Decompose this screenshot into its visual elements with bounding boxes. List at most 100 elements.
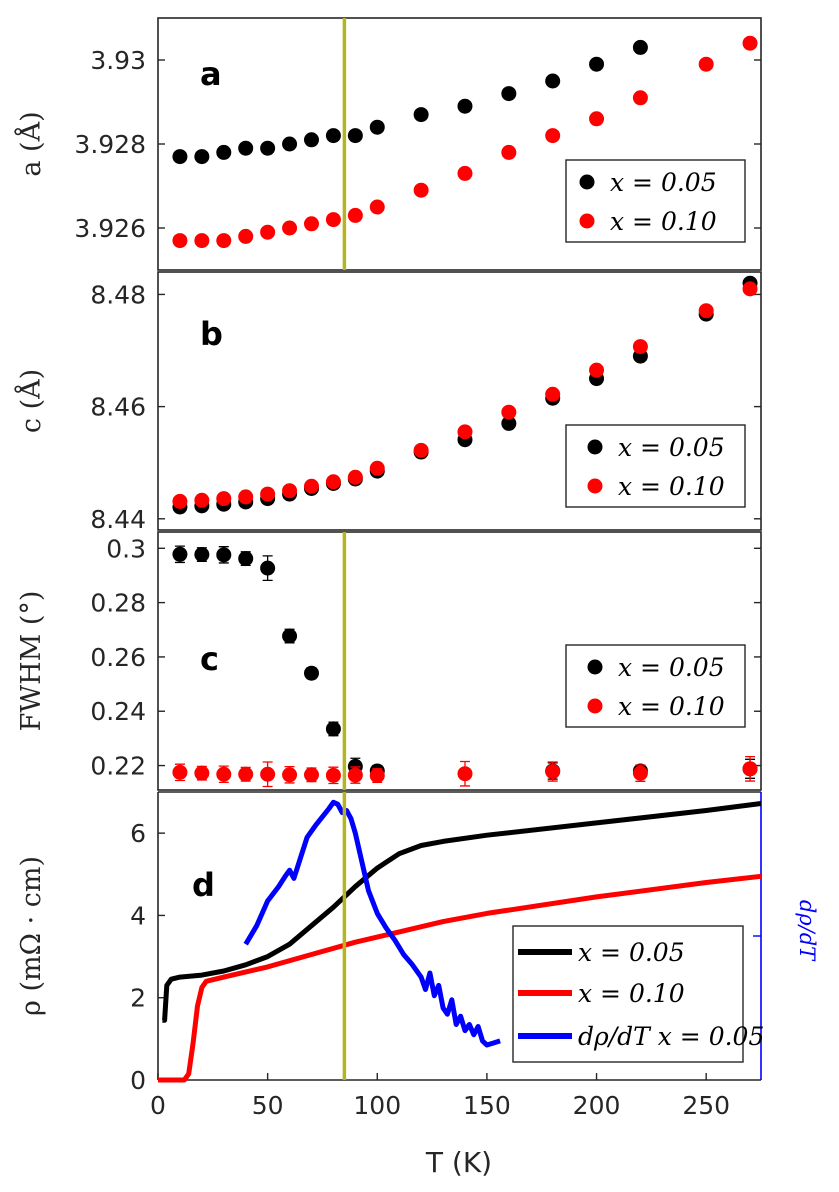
series-line-0 [162, 801, 762, 1023]
legend-d: x = 0.05 x = 0.10 dρ/dT x = 0.05 [512, 925, 764, 1063]
point-b-s0-12 [501, 415, 517, 431]
point-c-s1-8 [347, 767, 363, 783]
point-a-s1-1 [194, 233, 210, 249]
panel-a-ylabel: a (Å) [14, 111, 47, 176]
point-a-s0-14 [589, 56, 605, 72]
legend-c-marker-1 [587, 659, 603, 675]
point-b-s1-9 [369, 460, 385, 476]
point-a-s0-3 [238, 140, 254, 156]
point-a-s1-5 [282, 220, 298, 236]
panel-c: 0.22 0.24 0.26 0.28 0.3 c FWHM (°) x = 0.05 … [16, 531, 762, 791]
panel-a: 3.926 3.928 3.93 a a (Å) x = 0.05 x = 0.10 [14, 17, 762, 271]
point-a-s1-6 [303, 216, 319, 232]
point-a-s0-9 [369, 119, 385, 135]
legend-d-entry-1: x = 0.05 [578, 938, 685, 967]
panel-d-ylabel-right: dρ/dT [795, 900, 819, 962]
point-b-s1-13 [545, 386, 561, 402]
point-b-s1-5 [282, 483, 298, 499]
legend-c-marker-2 [587, 698, 603, 714]
point-b-s1-17 [742, 281, 758, 297]
panel-c-label: c [200, 640, 219, 678]
point-c-s1-1 [194, 765, 210, 781]
point-a-s0-7 [325, 128, 341, 144]
ytick-label-c-0: 0.22 [90, 752, 146, 781]
legend-a-entry-2: x = 0.10 [610, 207, 717, 236]
point-a-s1-7 [325, 212, 341, 228]
point-a-s0-13 [545, 73, 561, 89]
point-b-s1-10 [413, 442, 429, 458]
legend-a-marker-1 [579, 174, 595, 190]
panel-b-frame [157, 271, 762, 531]
point-c-s1-6 [303, 767, 319, 783]
ytick-label-c-2: 0.26 [90, 643, 146, 672]
point-c-s1-9 [369, 768, 385, 784]
ytick-label-a-1: 3.928 [74, 130, 146, 159]
ytick-label-d-2: 4 [130, 901, 146, 930]
point-a-s1-15 [632, 90, 648, 106]
point-a-s0-15 [632, 39, 648, 55]
legend-b: x = 0.05 x = 0.10 [565, 424, 746, 508]
point-a-s1-9 [369, 199, 385, 215]
legend-b-marker-2 [587, 478, 603, 494]
point-a-s1-10 [413, 182, 429, 198]
legend-c: x = 0.05 x = 0.10 [565, 644, 746, 728]
point-c-s1-11 [545, 764, 561, 780]
point-b-s1-6 [303, 478, 319, 494]
point-a-s0-11 [457, 98, 473, 114]
point-c-s1-2 [216, 766, 232, 782]
point-c-s1-0 [172, 764, 188, 780]
point-b-s1-11 [457, 424, 473, 440]
point-c-s0-5 [282, 628, 298, 644]
point-c-s1-4 [260, 766, 276, 782]
panel-d-xlabel: T (K) [425, 1146, 492, 1179]
point-c-s0-3 [238, 551, 254, 567]
point-a-s1-0 [172, 233, 188, 249]
point-c-s1-10 [457, 766, 473, 782]
series-line-2 [243, 799, 501, 1048]
legend-a-box [565, 159, 746, 243]
panel-a-label: a [200, 55, 222, 93]
ytick-label-b-2: 8.48 [90, 280, 146, 309]
point-b-s1-0 [172, 493, 188, 509]
point-a-s0-6 [303, 132, 319, 148]
legend-a-marker-2 [579, 213, 595, 229]
legend-b-entry-1: x = 0.05 [618, 433, 725, 462]
legend-b-marker-1 [587, 439, 603, 455]
panel-b: 8.44 8.46 8.48 b c (Å) x = 0.05 x = 0.10 [14, 271, 762, 534]
ytick-label-b-0: 8.44 [90, 505, 146, 534]
ytick-label-d-0: 0 [130, 1066, 146, 1095]
legend-d-entry-2: x = 0.10 [578, 979, 685, 1008]
point-b-s1-7 [325, 474, 341, 490]
point-b-s1-2 [216, 491, 232, 507]
point-b-s1-3 [238, 489, 254, 505]
point-c-s1-5 [282, 767, 298, 783]
panel-d: 0 2 4 6 0 50 100 150 200 250 d ρ (mΩ · cm) dρ/dT… [16, 791, 819, 1179]
point-a-s1-2 [216, 233, 232, 249]
ytick-label-a-0: 3.926 [74, 214, 146, 243]
point-b-s1-4 [260, 486, 276, 502]
xtick-label-1: 50 [252, 1091, 284, 1120]
ytick-label-d-1: 2 [130, 984, 146, 1013]
panel-d-ylabel: ρ (mΩ · cm) [16, 856, 47, 1016]
point-a-s0-10 [413, 107, 429, 123]
point-a-s1-3 [238, 228, 254, 244]
xtick-label-0: 0 [150, 1091, 166, 1120]
point-a-s1-11 [457, 165, 473, 181]
legend-a: x = 0.05 x = 0.10 [565, 159, 746, 243]
ytick-label-d-3: 6 [130, 819, 146, 848]
xtick-label-2: 100 [353, 1091, 401, 1120]
point-a-s1-4 [260, 224, 276, 240]
panel-d-label: d [192, 866, 215, 904]
point-b-s1-15 [632, 339, 648, 355]
series-line-1 [158, 873, 762, 1083]
legend-d-entry-3: dρ/dT x = 0.05 [578, 1022, 764, 1051]
panel-b-ylabel: c (Å) [14, 369, 47, 433]
point-a-s0-12 [501, 86, 517, 102]
point-a-s1-12 [501, 144, 517, 160]
ytick-label-a-2: 3.93 [90, 46, 146, 75]
point-a-s1-16 [698, 56, 714, 72]
panel-c-frame [157, 531, 762, 791]
ytick-label-c-4: 0.3 [106, 534, 146, 563]
point-c-s0-0 [172, 546, 188, 562]
legend-b-entry-2: x = 0.10 [618, 472, 725, 501]
